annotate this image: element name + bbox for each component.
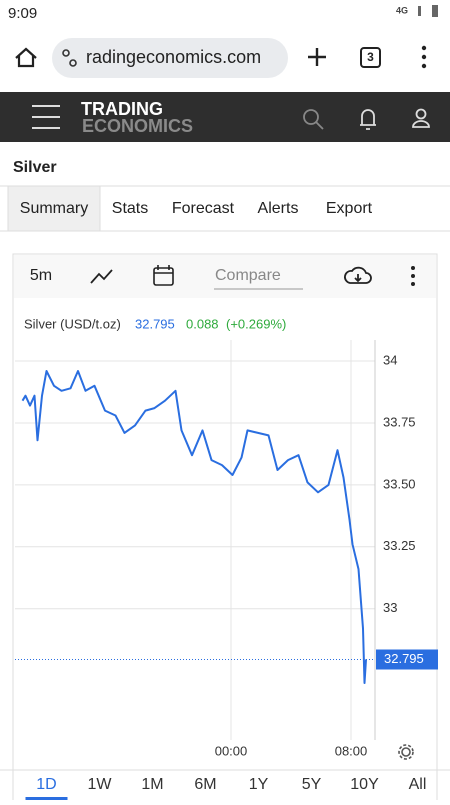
legend-price: 32.795: [135, 316, 175, 331]
y-tick-label: 34: [383, 352, 397, 367]
page-title: Silver: [13, 159, 57, 176]
range-button[interactable]: 10Y: [350, 776, 379, 793]
site-settings[interactable]: [62, 49, 70, 57]
signal: [418, 6, 421, 16]
battery: [432, 5, 438, 17]
home-button[interactable]: [15, 47, 37, 68]
x-tick-label: 00:00: [215, 743, 248, 758]
legend-change-pct: (+0.269%): [226, 316, 286, 331]
range-button[interactable]: 6M: [194, 776, 216, 793]
y-tick-label: 33.50: [383, 476, 416, 491]
browser-menu[interactable]: [421, 45, 427, 69]
site-header: [0, 92, 450, 142]
url: radingeconomics.com: [86, 47, 261, 67]
y-tick-label: 33.25: [383, 538, 416, 553]
price-line: [21, 370, 367, 684]
site-settings-icon: [69, 59, 77, 67]
y-tick-label: 33: [383, 600, 397, 615]
chart-menu[interactable]: [411, 266, 415, 286]
tab[interactable]: Summary: [20, 200, 88, 217]
network: 4G: [396, 5, 408, 15]
legend-change: 0.088: [186, 316, 219, 331]
range-button[interactable]: 1M: [141, 776, 163, 793]
search-button[interactable]: [303, 109, 324, 130]
chart-settings[interactable]: [398, 744, 414, 760]
chart-card: [12, 253, 438, 805]
price-tag-label: 32.795: [384, 651, 424, 666]
legend-name: Silver (USD/t.oz): [24, 316, 121, 331]
tab[interactable]: Stats: [112, 200, 148, 217]
notifications[interactable]: [360, 109, 376, 130]
compare-input[interactable]: Compare: [215, 267, 281, 284]
range-button[interactable]: 1Y: [249, 776, 269, 793]
status-time: 9:09: [8, 5, 37, 22]
y-tick-label: 33.75: [383, 414, 416, 429]
range-button[interactable]: 5Y: [302, 776, 322, 793]
download-button[interactable]: [344, 266, 372, 284]
date-button[interactable]: [153, 265, 174, 286]
interval-button[interactable]: 5m: [30, 267, 52, 284]
hamburger-menu[interactable]: [32, 105, 60, 129]
chart-type-button[interactable]: [90, 269, 113, 284]
range-button[interactable]: 1D: [36, 776, 56, 793]
price-tag: [376, 649, 438, 670]
logo-economics[interactable]: ECONOMICS: [82, 116, 193, 136]
url-bar[interactable]: [52, 38, 288, 78]
range-selected: [25, 797, 68, 800]
logo-trading[interactable]: TRADING: [81, 99, 163, 119]
range-button[interactable]: All: [409, 776, 427, 793]
x-tick-label: 08:00: [335, 743, 368, 758]
chart-toolbar: [14, 255, 436, 298]
new-tab[interactable]: [308, 48, 326, 66]
tab[interactable]: Alerts: [258, 200, 299, 217]
tab-switcher[interactable]: [360, 47, 381, 68]
range-button[interactable]: 1W: [88, 776, 113, 793]
tab[interactable]: Forecast: [172, 200, 235, 217]
tab[interactable]: Export: [326, 200, 373, 217]
tab-count: 3: [367, 50, 374, 64]
account[interactable]: [412, 108, 430, 128]
